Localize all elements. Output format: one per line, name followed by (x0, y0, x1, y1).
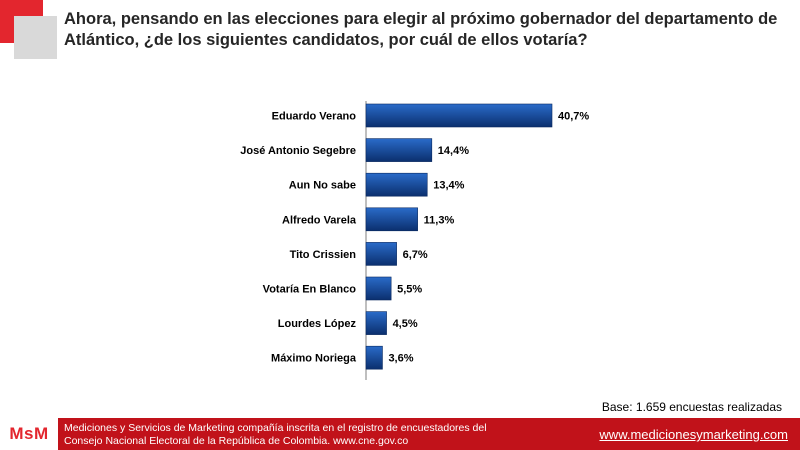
category-label-tito-crissien: Tito Crissien (290, 249, 357, 261)
footer-line-2: Consejo Nacional Electoral de la Repúbli… (64, 435, 409, 447)
footer: MsM Mediciones y Servicios de Marketing … (0, 418, 800, 450)
base-note: Base: 1.659 encuestas realizadas (601, 400, 782, 414)
website-link[interactable]: www.medicionesymarketing.com (599, 427, 788, 442)
accent-gray-square (14, 16, 57, 59)
bar-aun-no-sabe (365, 172, 428, 197)
chart-title: Ahora, pensando en las elecciones para e… (64, 10, 778, 49)
bar-alfredo-varela (365, 207, 418, 232)
category-label-aun-no-sabe: Aun No sabe (289, 180, 356, 192)
category-label-alfredo-varela: Alfredo Varela (282, 214, 357, 226)
bar-maximo-noriega (365, 345, 383, 370)
value-label-alfredo-varela: 11,3% (424, 214, 455, 226)
category-label-maximo-noriega: Máximo Noriega (271, 353, 357, 365)
bar-eduardo-verano (365, 103, 553, 128)
category-label-eduardo-verano: Eduardo Verano (272, 111, 357, 123)
value-label-jose-antonio-segebre: 14,4% (438, 145, 469, 157)
bar-votaria-en-blanco (365, 276, 392, 301)
bar-jose-antonio-segebre (365, 138, 433, 162)
company-logo: MsM (0, 418, 58, 450)
bar-lourdes-lopez (365, 311, 387, 335)
bar-chart: Eduardo Verano 40,7% José Antonio Segebre 1… (240, 101, 589, 380)
footer-band: Mediciones y Servicios de Marketing comp… (58, 418, 800, 450)
footer-disclaimer: Mediciones y Servicios de Marketing comp… (64, 422, 504, 448)
value-label-maximo-noriega: 3,6% (388, 353, 413, 365)
value-label-eduardo-verano: 40,7% (558, 111, 589, 123)
category-label-votaria-en-blanco: Votaría En Blanco (263, 284, 357, 296)
category-label-jose-antonio-segebre: José Antonio Segebre (240, 145, 356, 157)
value-label-votaria-en-blanco: 5,5% (397, 284, 422, 296)
value-label-tito-crissien: 6,7% (403, 249, 428, 261)
value-label-lourdes-lopez: 4,5% (393, 318, 418, 330)
footer-line-1: Mediciones y Servicios de Marketing comp… (64, 422, 487, 434)
bar-tito-crissien (365, 242, 397, 266)
category-label-lourdes-lopez: Lourdes López (278, 318, 357, 330)
value-label-aun-no-sabe: 13,4% (433, 180, 464, 192)
